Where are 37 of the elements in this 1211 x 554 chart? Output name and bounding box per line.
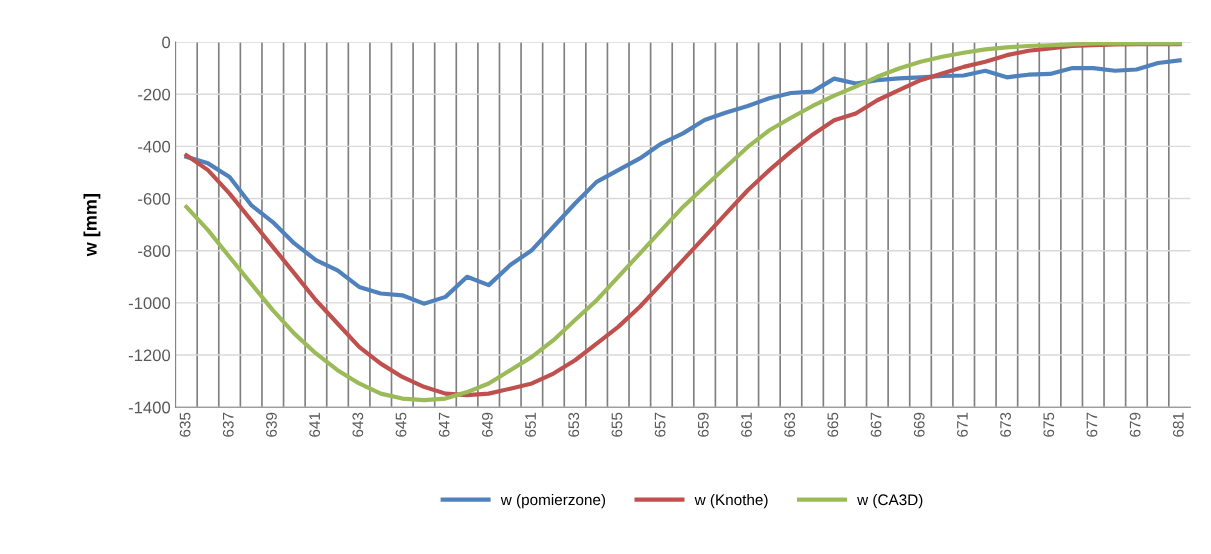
- x-tick-label: 653: [568, 412, 580, 437]
- x-tick-label: 679: [1129, 412, 1141, 437]
- y-axis-title: w [mm]: [83, 194, 101, 257]
- x-tick-label: 665: [827, 412, 839, 437]
- x-tick-label: 661: [741, 412, 752, 437]
- x-tick-label: 639: [266, 412, 277, 437]
- x-tick-label: 641: [309, 412, 321, 437]
- x-tick-label: 673: [1000, 412, 1011, 437]
- y-tick-label: -1400: [128, 401, 171, 414]
- x-tick-label: 635: [179, 412, 191, 437]
- x-tick-label: 671: [956, 412, 968, 437]
- y-tick-label: -400: [138, 140, 171, 153]
- x-tick-label: 667: [870, 412, 882, 437]
- x-tick-label: 649: [481, 412, 493, 437]
- legend-label: w (pomierzone): [500, 493, 606, 509]
- y-tick-label: -1000: [128, 297, 171, 310]
- x-tick-label: 645: [395, 412, 407, 437]
- x-tick-label: 655: [611, 412, 623, 437]
- x-tick-label: 677: [1086, 412, 1098, 437]
- x-tick-label: 663: [784, 412, 796, 437]
- y-tick-label: -600: [138, 192, 171, 205]
- y-tick-label: -200: [138, 88, 171, 101]
- x-tick-label: 657: [654, 412, 666, 437]
- x-tick-label: 681: [1172, 412, 1184, 437]
- x-tick-label: 675: [1043, 412, 1055, 437]
- y-tick-label: -800: [138, 245, 171, 257]
- y-tick-label: 0: [162, 36, 171, 49]
- x-tick-label: 669: [913, 412, 925, 437]
- y-tick-label: -1200: [128, 349, 171, 362]
- legend-label: w (Knothe): [694, 493, 768, 509]
- x-tick-label: 647: [438, 412, 450, 437]
- x-tick-label: 637: [222, 412, 234, 437]
- legend-label: w (CA3D): [857, 493, 923, 509]
- x-tick-label: 643: [352, 412, 364, 437]
- line-series: [184, 58, 1182, 306]
- x-tick-label: 651: [525, 412, 536, 437]
- x-tick-label: 659: [697, 412, 709, 437]
